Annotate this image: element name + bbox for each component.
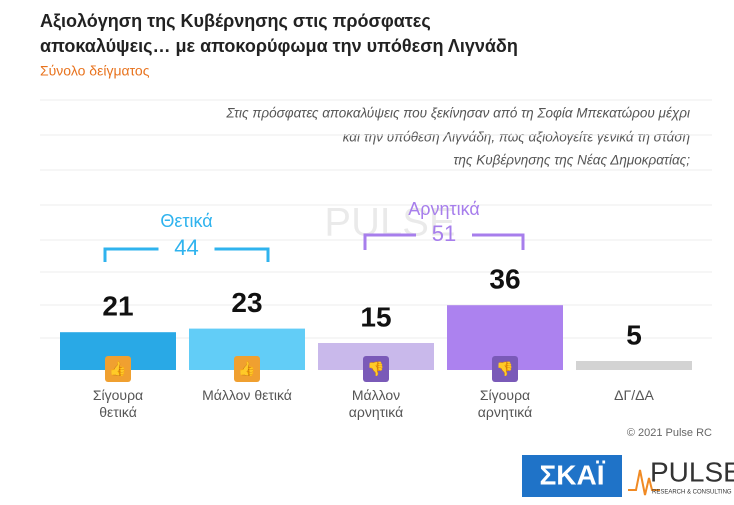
pulse-logo: PULSE bbox=[650, 456, 734, 487]
group-bracket bbox=[472, 233, 525, 250]
skai-logo: ΣΚΑΪ bbox=[539, 459, 605, 490]
category-icon-glyph: 👍 bbox=[109, 361, 126, 378]
value-label: 21 bbox=[102, 291, 133, 322]
category-icon-glyph: 👎 bbox=[367, 361, 384, 378]
x-tick-label: Σίγουρα αρνητικά bbox=[477, 387, 533, 420]
category-icon bbox=[363, 356, 389, 382]
group-total: 51 bbox=[432, 221, 456, 246]
x-tick-label: Σίγουρα θετικά bbox=[92, 387, 144, 420]
title-line: αποκαλύψεις… με αποκορύφωμα την υπόθεση … bbox=[40, 36, 518, 56]
group-label: Θετικά bbox=[160, 211, 212, 231]
pulse-logo-wave bbox=[628, 469, 660, 496]
value-label: 15 bbox=[360, 301, 391, 332]
bar bbox=[576, 361, 692, 370]
x-tick-label: Μάλλον αρνητικά bbox=[348, 387, 404, 420]
x-tick-label: Μάλλον θετικά bbox=[202, 387, 292, 403]
subtitle: Σύνολο δείγματος bbox=[40, 63, 150, 79]
pulse-logo-sub: RESEARCH & CONSULTING bbox=[652, 490, 732, 496]
value-label: 5 bbox=[626, 319, 642, 350]
category-icon-glyph: 👍 bbox=[238, 361, 255, 378]
group-bracket bbox=[103, 247, 159, 262]
category-icon bbox=[492, 356, 518, 382]
group-bracket bbox=[214, 247, 270, 262]
skai-logo-bg bbox=[522, 455, 622, 497]
category-icon bbox=[234, 356, 260, 382]
copyright: © 2021 Pulse RC bbox=[627, 427, 712, 439]
group-label: Αρνητικά bbox=[408, 199, 480, 219]
watermark: PULSE bbox=[324, 201, 455, 245]
question-line: της Κυβέρνησης της Νέας Δημοκρατίας; bbox=[453, 153, 690, 168]
value-label: 36 bbox=[489, 264, 520, 295]
value-label: 23 bbox=[231, 287, 262, 318]
x-tick-label: ΔΓ/ΔΑ bbox=[614, 387, 654, 403]
group-total: 44 bbox=[174, 235, 198, 260]
question-line: Στις πρόσφατες αποκαλύψεις που ξεκίνησαν… bbox=[225, 106, 690, 121]
question-line: και την υπόθεση Λιγνάδη, πως αξιολογείτε… bbox=[343, 130, 690, 145]
category-icon-glyph: 👎 bbox=[496, 361, 513, 378]
category-icon bbox=[105, 356, 131, 382]
group-bracket bbox=[363, 233, 416, 250]
title-line: Αξιολόγηση της Κυβέρνησης στις πρόσφατες bbox=[40, 11, 431, 32]
